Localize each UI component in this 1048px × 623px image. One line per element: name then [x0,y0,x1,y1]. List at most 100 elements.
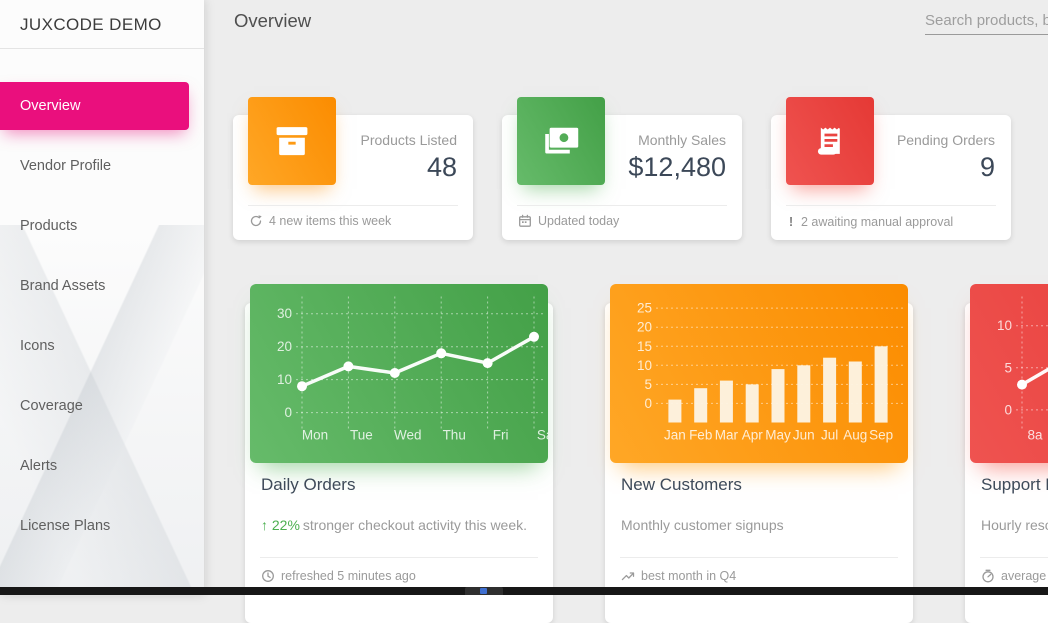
chart-card-daily-orders: 0 10 20 30 Mon Tue Wed Thu Fri Sat Daily Orders ↑… [245,284,553,623]
card-divider [248,205,458,206]
chart-card-footer: refreshed 5 minutes ago [261,569,416,583]
svg-text:Jun: Jun [793,428,815,443]
sidebar-item-overview[interactable]: Overview [0,82,189,130]
card-divider [517,205,727,206]
stat-footer-text: 2 awaiting manual approval [801,214,954,229]
svg-text:10: 10 [637,358,652,373]
sidebar-item-icons[interactable]: Icons [20,338,55,354]
svg-text:0: 0 [1004,402,1012,417]
products-listed-tile [248,97,336,185]
archive-box-icon [276,127,308,156]
chart-card-subtitle: ↑ 22% stronger checkout activity this wee… [261,517,528,533]
svg-text:Apr: Apr [742,428,764,443]
sidebar-divider [0,48,204,49]
svg-text:8a: 8a [1027,428,1043,443]
monthly-sales-tile [517,97,605,185]
svg-text:5: 5 [644,377,652,392]
refresh-icon [249,214,263,228]
arrow-up-percent: ↑ 22% [261,517,300,533]
exclamation-icon: ! [788,214,794,229]
stat-title: Monthly Sales [638,132,726,148]
chart-card-title: New Customers [621,475,742,494]
chart-footer-text: best month in Q4 [641,569,737,583]
sidebar-item-brand-assets[interactable]: Brand Assets [20,278,106,294]
sidebar-item-license-plans[interactable]: License Plans [20,518,111,534]
card-divider [786,205,996,206]
line-chart: 0 10 20 30 Mon Tue Wed Thu Fri Sat [277,296,548,443]
money-icon [545,127,579,154]
taskbar-app-icon[interactable] [465,587,503,595]
chart-card-title: Daily Orders [261,475,356,494]
svg-text:30: 30 [277,306,292,321]
bar-chart: 0 5 10 15 20 25 Jan Feb Mar Apr May Jun Jul Aug Sep [637,301,904,443]
svg-text:25: 25 [637,301,652,316]
sidebar-item-coverage[interactable]: Coverage [20,398,83,414]
chart-card-subtitle: Monthly customer signups [621,517,784,533]
card-divider [980,557,1048,558]
card-divider [620,557,898,558]
chart-footer-text: average firs [1001,569,1048,583]
svg-text:Jan: Jan [664,428,686,443]
chart-card-subtitle: Hourly resolv [981,517,1048,533]
app-icon-dot [480,588,487,594]
sidebar-item-products[interactable]: Products [20,218,78,234]
stat-footer-text: Updated today [538,214,620,228]
svg-text:5: 5 [1004,360,1012,375]
svg-text:20: 20 [637,320,652,335]
svg-text:Sat: Sat [537,428,548,443]
receipt-icon [817,127,840,155]
svg-text:Fri: Fri [493,428,509,443]
daily-orders-chart: 0 10 20 30 Mon Tue Wed Thu Fri Sat [250,284,548,463]
svg-text:Jul: Jul [821,428,838,443]
svg-text:Feb: Feb [689,428,712,443]
card-divider [260,557,538,558]
stat-card-pending-orders: Pending Orders 9 ! 2 awaiting manual app… [771,97,1011,240]
stat-footer: Updated today [518,214,619,228]
sidebar-item-vendor-profile[interactable]: Vendor Profile [20,158,112,174]
trending-up-icon [621,569,635,583]
clock-icon [261,569,275,583]
svg-text:0: 0 [644,396,652,411]
svg-text:Mar: Mar [715,428,739,443]
stat-card-monthly-sales: Monthly Sales $12,480 Updated today [502,97,742,240]
svg-text:May: May [765,428,791,443]
search-input[interactable] [925,6,1048,35]
chart-card-title: Support R [981,475,1048,494]
svg-text:Thu: Thu [443,428,466,443]
svg-text:Tue: Tue [350,428,373,443]
stat-card-products-listed: Products Listed 48 4 new items this week [233,97,473,240]
brand-title: JUXCODE DEMO [20,15,162,34]
svg-text:20: 20 [277,339,292,354]
sidebar-nav: Overview Vendor Profile Products Brand A… [0,82,204,550]
main-content: Overview Products Listed 48 4 new items … [204,0,1048,623]
support-chart: 0 5 10 8a [970,284,1048,463]
stat-title: Products Listed [360,132,458,148]
stat-footer: ! 2 awaiting manual approval [787,214,953,229]
page-title: Overview [234,10,312,31]
chart-card-support: 0 5 10 8a Support R Hourly resolv average f… [965,284,1048,623]
search-field [925,6,1048,35]
sidebar-item-alerts[interactable]: Alerts [20,458,58,474]
stat-footer-text: 4 new items this week [269,214,392,228]
svg-text:10: 10 [277,372,292,387]
svg-text:0: 0 [284,405,292,420]
new-customers-chart: 0 5 10 15 20 25 Jan Feb Mar Apr May Jun Jul Aug Sep [610,284,908,463]
svg-text:10: 10 [997,318,1012,333]
chart-card-footer: best month in Q4 [621,569,736,583]
stat-value: 9 [979,152,995,182]
taskbar-strip [0,587,1048,595]
chart-footer-text: refreshed 5 minutes ago [281,569,416,583]
stat-value: 48 [426,152,457,182]
pending-orders-tile [786,97,874,185]
chart-card-new-customers: 0 5 10 15 20 25 Jan Feb Mar Apr May Jun Jul Aug Sep Ne… [605,284,913,623]
calendar-icon [518,214,532,228]
chart-card-footer: average firs [981,569,1048,583]
sidebar: JUXCODE DEMO Overview Vendor Profile Pro… [0,0,204,595]
timer-icon [981,569,995,583]
svg-text:Mon: Mon [302,428,328,443]
svg-text:15: 15 [637,339,652,354]
svg-text:Sep: Sep [869,428,893,443]
stat-title: Pending Orders [896,132,995,148]
stat-value: $12,480 [628,152,726,182]
line-chart: 0 5 10 8a [997,296,1048,443]
